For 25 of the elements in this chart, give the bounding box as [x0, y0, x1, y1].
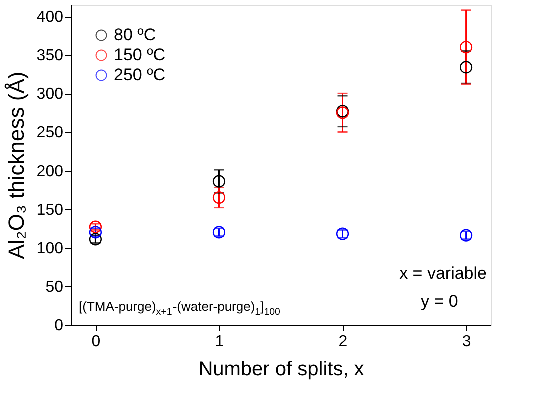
legend-label: 80 ºC	[114, 26, 156, 44]
y-tick-label: 150	[36, 202, 64, 219]
annotation: y = 0	[421, 292, 458, 311]
y-tick-label: 300	[36, 86, 64, 104]
point	[212, 191, 226, 204]
y-tick-label: 100	[36, 240, 64, 258]
y-tick-label: 200	[36, 163, 64, 180]
point	[460, 61, 473, 74]
x-tick-label: 3	[462, 334, 472, 350]
x-axis-title: Number of splits, x	[198, 358, 364, 380]
legend-label: 250 ºC	[114, 66, 166, 84]
y-tick-label: 350	[36, 48, 64, 65]
y-axis-title: Al₂O₃ thickness (Å)	[4, 72, 29, 260]
x-tick-label: 2	[338, 334, 348, 350]
y-tick-label: 0	[54, 318, 64, 334]
annotation: x = variable	[400, 264, 487, 283]
y-tick-label: 400	[36, 9, 64, 26]
y-tick-label: 50	[46, 278, 64, 296]
x-tick-label: 0	[92, 334, 101, 350]
x-tick-label: 1	[215, 334, 224, 350]
legend-label: 150 ºC	[114, 46, 166, 64]
point	[460, 41, 473, 54]
point	[89, 220, 102, 234]
point	[212, 175, 226, 188]
y-tick-label: 250	[36, 124, 64, 142]
